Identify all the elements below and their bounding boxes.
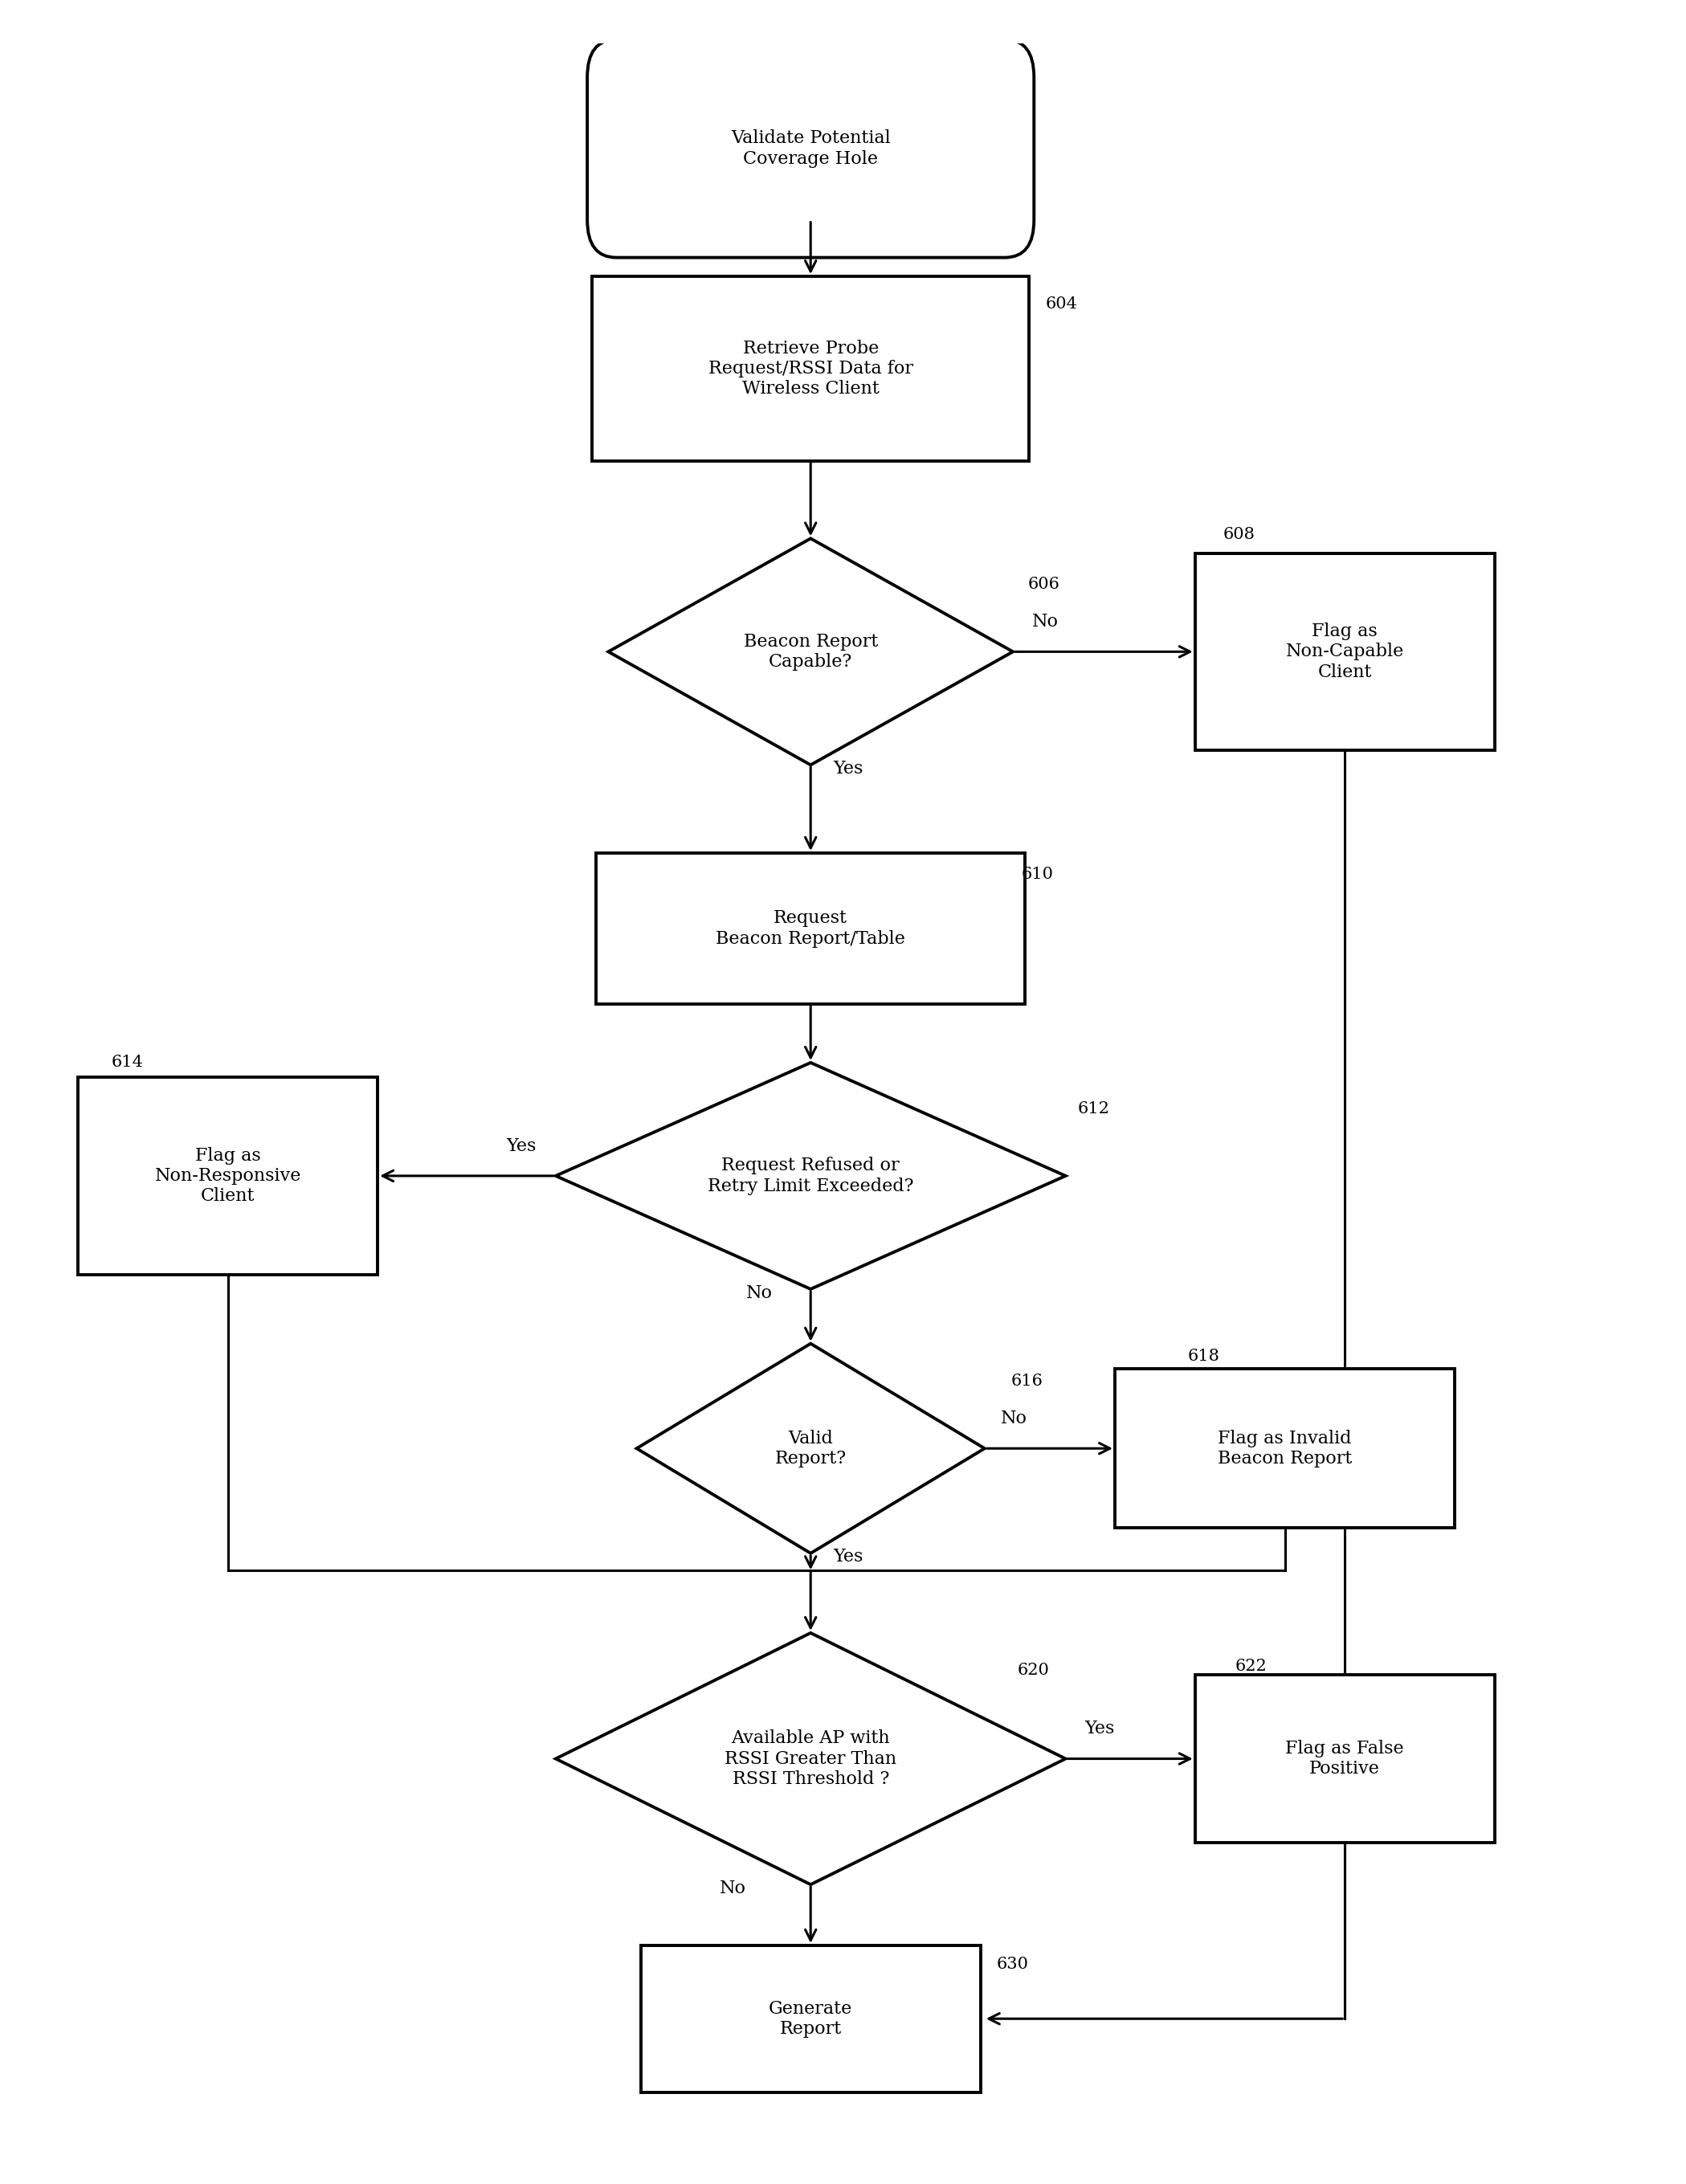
- Text: 608: 608: [1224, 526, 1256, 542]
- Text: Flag as Invalid
Beacon Report: Flag as Invalid Beacon Report: [1217, 1428, 1352, 1468]
- FancyBboxPatch shape: [592, 277, 1028, 461]
- Text: 630: 630: [996, 1957, 1028, 1972]
- Text: 610: 610: [1022, 867, 1054, 882]
- FancyBboxPatch shape: [78, 1077, 378, 1275]
- Text: Yes: Yes: [1086, 1721, 1114, 1738]
- Text: Flag as False
Positive: Flag as False Positive: [1285, 1741, 1404, 1778]
- FancyBboxPatch shape: [1195, 1675, 1494, 1843]
- Text: Yes: Yes: [833, 760, 863, 778]
- Text: 612: 612: [1077, 1101, 1109, 1116]
- Text: 616: 616: [1012, 1374, 1044, 1389]
- Polygon shape: [637, 1343, 985, 1553]
- Polygon shape: [556, 1064, 1066, 1289]
- Text: Available AP with
RSSI Greater Than
RSSI Threshold ?: Available AP with RSSI Greater Than RSSI…: [725, 1730, 897, 1789]
- Text: No: No: [1032, 614, 1059, 631]
- Polygon shape: [609, 539, 1013, 764]
- Text: Flag as
Non-Capable
Client: Flag as Non-Capable Client: [1286, 622, 1404, 681]
- Text: 618: 618: [1187, 1348, 1219, 1363]
- Text: Request
Beacon Report/Table: Request Beacon Report/Table: [717, 909, 905, 948]
- Text: Flag as
Non-Responsive
Client: Flag as Non-Responsive Client: [155, 1147, 302, 1206]
- Text: 620: 620: [1018, 1662, 1050, 1677]
- Text: Retrieve Probe
Request/RSSI Data for
Wireless Client: Retrieve Probe Request/RSSI Data for Wir…: [708, 339, 914, 397]
- Text: 606: 606: [1027, 577, 1059, 592]
- Text: 604: 604: [1045, 297, 1077, 312]
- Polygon shape: [556, 1634, 1066, 1885]
- Text: Beacon Report
Capable?: Beacon Report Capable?: [744, 633, 878, 670]
- Text: No: No: [1001, 1411, 1027, 1428]
- Text: Yes: Yes: [506, 1138, 536, 1155]
- FancyBboxPatch shape: [1195, 553, 1494, 751]
- Text: Validate Potential
Coverage Hole: Validate Potential Coverage Hole: [730, 129, 890, 168]
- Text: Generate
Report: Generate Report: [769, 2001, 853, 2038]
- FancyBboxPatch shape: [597, 854, 1025, 1005]
- Text: 614: 614: [111, 1055, 143, 1070]
- Text: 622: 622: [1234, 1660, 1266, 1675]
- Text: Valid
Report?: Valid Report?: [776, 1428, 846, 1468]
- Text: No: No: [720, 1880, 745, 1898]
- FancyBboxPatch shape: [587, 39, 1034, 258]
- Text: Request Refused or
Retry Limit Exceeded?: Request Refused or Retry Limit Exceeded?: [708, 1158, 914, 1195]
- FancyBboxPatch shape: [1114, 1369, 1455, 1529]
- Text: Yes: Yes: [833, 1548, 863, 1566]
- FancyBboxPatch shape: [641, 1946, 981, 2092]
- Text: No: No: [745, 1284, 772, 1302]
